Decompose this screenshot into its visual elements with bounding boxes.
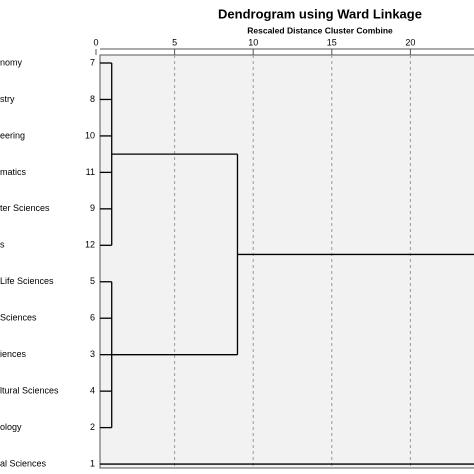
leaf-label: ology [0,422,22,432]
chart-subtitle: Rescaled Distance Cluster Combine [247,25,393,35]
x-tick-label: 15 [327,37,337,47]
case-number: 1 [90,458,95,468]
case-number: 2 [90,422,95,432]
x-tick-label: 20 [405,37,415,47]
leaf-label: stry [0,94,15,104]
x-tick-label: 10 [248,37,258,47]
case-number: 4 [90,386,95,396]
chart-title: Dendrogram using Ward Linkage [218,6,422,21]
x-tick-label: 5 [172,37,177,47]
case-number: 6 [90,313,95,323]
leaf-label: s [0,240,5,250]
leaf-label: eering [0,130,25,140]
case-number: 7 [90,57,95,67]
leaf-label: Life Sciences [0,276,54,286]
leaf-label: ter Sciences [0,203,50,213]
leaf-label: al Sciences [0,458,47,468]
case-number: 12 [85,240,95,250]
leaf-label: Sciences [0,313,37,323]
case-number: 5 [90,276,95,286]
x-tick-label: 0 [93,37,98,47]
leaf-label: nomy [0,57,23,67]
case-number: 11 [86,167,95,177]
case-number: 10 [85,130,95,140]
case-number: 3 [90,349,95,359]
leaf-label: matics [0,167,27,177]
case-number: 8 [90,94,95,104]
plot-frame [99,54,474,469]
case-number: 9 [90,203,95,213]
leaf-label: ltural Sciences [0,386,59,396]
leaf-label: iences [0,349,27,359]
